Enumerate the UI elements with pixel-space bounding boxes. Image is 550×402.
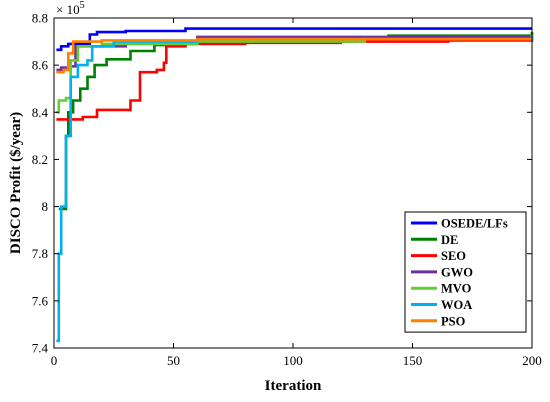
series-layer (56, 27, 534, 343)
legend-label: MVO (441, 282, 472, 296)
y-tick-label: 7.6 (32, 293, 49, 308)
x-tick-label: 0 (51, 353, 58, 368)
ticks-layer: 0 50 100 150 200 7.4 7.6 7.8 8 8.2 8.4 8.6 8.8 (32, 11, 542, 369)
y-tick-label: 8 (42, 199, 49, 214)
legend-label: OSEDE/LFs (441, 217, 508, 231)
series-line-gwo (56, 34, 534, 72)
legend-label: PSO (441, 314, 466, 328)
y-tick-label: 8.8 (32, 11, 48, 26)
legend-label: GWO (441, 265, 473, 279)
series-line-mvo (56, 34, 534, 114)
x-tick-label: 50 (167, 353, 180, 368)
legend: OSEDE/LFs DE SEO GWO MVO WOA PSO (404, 211, 527, 333)
x-axis-label: Iteration (265, 378, 322, 394)
y-tick-label: 8.6 (32, 58, 49, 73)
y-exponent-power: 5 (80, 0, 85, 11)
legend-label: SEO (441, 249, 466, 263)
legend-label: DE (441, 233, 458, 247)
plot-area: 0 50 100 150 200 7.4 7.6 7.8 8 8.2 8.4 8.6 8.8 (32, 11, 542, 369)
y-tick-label: 7.8 (32, 246, 48, 261)
y-axis-label: DISCO Profit ($/year) (8, 112, 24, 254)
x-tick-label: 100 (283, 353, 303, 368)
y-tick-label: 8.4 (32, 105, 49, 120)
y-exponent-base: × 10 (56, 2, 80, 17)
x-tick-label: 150 (403, 353, 423, 368)
y-tick-label: 7.4 (32, 341, 49, 356)
legend-label: WOA (441, 298, 472, 312)
x-tick-label: 200 (522, 353, 542, 368)
y-axis-exponent: × 105 (56, 0, 85, 17)
series-line-pso (56, 37, 532, 74)
y-tick-label: 8.2 (32, 152, 48, 167)
series-line-osede-lfs (56, 27, 532, 52)
